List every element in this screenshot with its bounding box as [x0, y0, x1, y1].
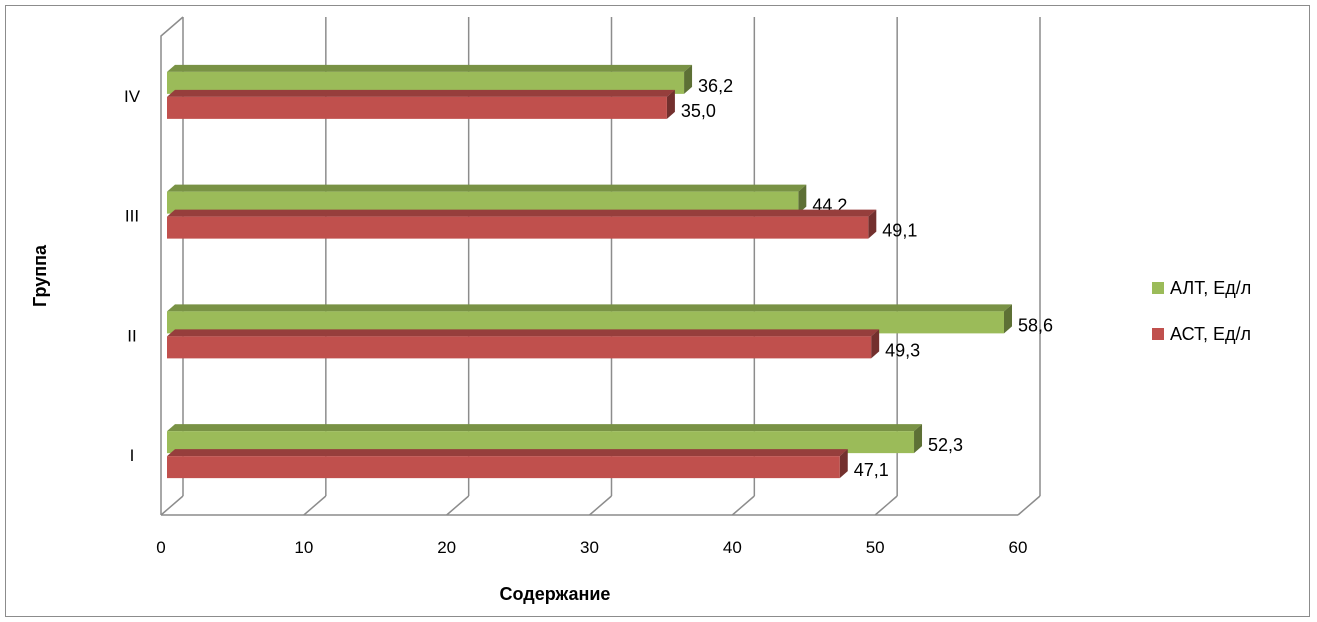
bar-side-face: [914, 424, 923, 454]
bar: [167, 96, 667, 119]
bar: [167, 216, 869, 239]
y-tick-label: I: [130, 446, 135, 465]
legend-swatch-ast: [1152, 328, 1164, 340]
bar-side-face: [1004, 304, 1013, 334]
bar: [167, 336, 872, 359]
bar: [167, 456, 840, 479]
bar: [167, 431, 915, 454]
bar-side-face: [684, 64, 693, 94]
bar-top-face: [167, 64, 693, 72]
floor-gridline: [1017, 495, 1041, 516]
data-label: 35,0: [681, 101, 716, 121]
bar-side-face: [839, 449, 848, 479]
legend-swatch-alt: [1152, 282, 1164, 294]
x-tick-label: 50: [866, 538, 885, 557]
x-tick-label: 0: [156, 538, 165, 557]
bar: [167, 311, 1005, 334]
data-label: 58,6: [1018, 315, 1053, 335]
bar-top-face: [167, 209, 877, 217]
data-label: 36,2: [698, 76, 733, 96]
bar-side-face: [871, 329, 880, 359]
legend-label-alt: АЛТ, Ед/л: [1170, 277, 1252, 298]
data-label: 49,3: [885, 340, 920, 360]
bar-top-face: [167, 449, 848, 457]
bar-top-face: [167, 329, 880, 337]
legend-label-ast: АСТ, Ед/л: [1170, 323, 1252, 344]
x-axis-title: Содержание: [500, 584, 611, 604]
floor-gridline: [446, 495, 470, 516]
y-tick-label: II: [127, 326, 136, 345]
floor-gridline: [160, 495, 184, 516]
x-tick-label: 30: [580, 538, 599, 557]
legend-item-alt: АЛТ, Ед/л: [1152, 276, 1251, 300]
bar: [167, 191, 799, 214]
y-axis-title: Группа: [30, 244, 50, 307]
back-wall-edge: [160, 16, 184, 515]
bar-top-face: [167, 304, 1013, 312]
bar-top-face: [167, 424, 923, 432]
floor-gridline: [589, 495, 612, 516]
bar-side-face: [868, 209, 877, 239]
bar-side-face: [666, 89, 675, 119]
y-tick-label: III: [125, 207, 139, 226]
floor-gridline: [731, 495, 755, 516]
y-tick-label: IV: [124, 87, 141, 106]
legend-item-ast: АСТ, Ед/л: [1152, 322, 1251, 346]
data-label: 52,3: [928, 435, 963, 455]
floor-gridline: [874, 495, 898, 516]
x-tick-label: 20: [437, 538, 456, 557]
x-tick-label: 10: [294, 538, 313, 557]
bar-top-face: [167, 89, 675, 97]
data-label: 49,1: [882, 221, 917, 241]
bar-side-face: [798, 184, 807, 214]
bar: [167, 71, 685, 94]
bar-top-face: [167, 184, 807, 192]
x-tick-label: 60: [1009, 538, 1028, 557]
data-label: 47,1: [854, 460, 889, 480]
floor-gridline: [303, 495, 327, 516]
legend: АЛТ, Ед/л АСТ, Ед/л: [1152, 276, 1251, 368]
x-tick-label: 40: [723, 538, 742, 557]
